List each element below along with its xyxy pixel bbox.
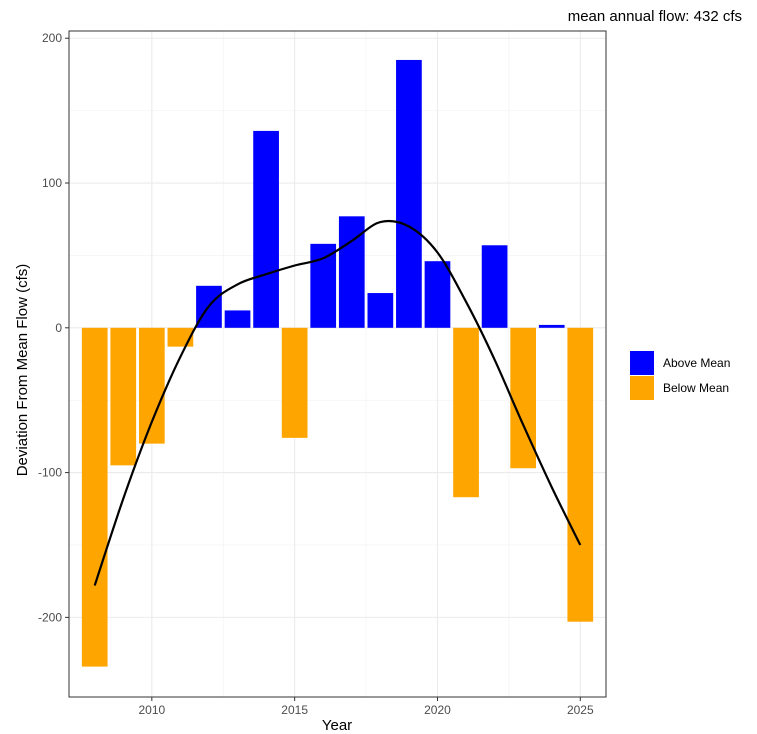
- bar-2021: [453, 327, 479, 498]
- panel-border: [68, 30, 607, 698]
- bar-2010: [138, 327, 165, 444]
- bar-2014: [253, 130, 279, 328]
- y-tick-label: 100: [42, 176, 62, 190]
- legend: Above Mean Below Mean: [630, 351, 730, 400]
- y-axis-title: Deviation From Mean Flow (cfs): [14, 264, 31, 477]
- x-tick-label: 2025: [567, 703, 594, 717]
- bar-2016: [310, 243, 337, 328]
- chart-subtitle: mean annual flow: 432 cfs: [568, 8, 742, 25]
- axis-ticks: -200 -100 0 100 200 2010 2015 2020 2025: [38, 31, 594, 717]
- y-tick-label: 200: [42, 31, 62, 45]
- y-tick-label: -100: [38, 466, 62, 480]
- legend-swatch: [630, 376, 654, 400]
- bar-2008: [81, 327, 108, 667]
- legend-label: Above Mean: [663, 356, 730, 370]
- bar-2013: [224, 310, 251, 328]
- trend-line: [93, 219, 582, 586]
- bar-2018: [367, 293, 394, 328]
- x-tick-label: 2020: [424, 703, 451, 717]
- bars: [81, 59, 594, 667]
- bar-2015: [281, 327, 308, 438]
- x-tick-label: 2015: [281, 703, 308, 717]
- x-axis-title: Year: [322, 717, 352, 734]
- bar-2009: [110, 327, 137, 466]
- y-tick-label: 0: [55, 321, 62, 335]
- bar-2019: [396, 59, 422, 328]
- bar-2025: [567, 327, 594, 622]
- legend-swatch: [630, 351, 654, 375]
- legend-label: Below Mean: [663, 381, 729, 395]
- y-tick-label: -200: [38, 610, 62, 624]
- bar-2022: [481, 245, 508, 328]
- bar-2020: [424, 261, 451, 328]
- bar-2024: [538, 324, 565, 328]
- x-tick-label: 2010: [138, 703, 165, 717]
